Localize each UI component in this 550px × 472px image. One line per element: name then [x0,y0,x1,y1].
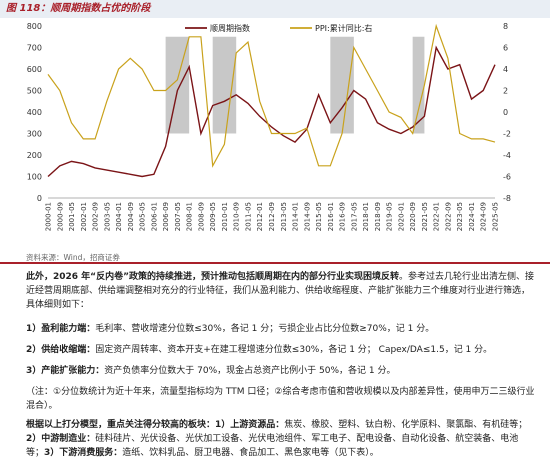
right-tick-label: -6 [503,173,511,182]
x-tick-label: 2012-01 [256,202,264,231]
right-tick-label: 4 [503,65,508,74]
conclusion: 根据以上打分模型，重点关注得分较高的板块：1）上游资源品：焦炭、橡胶、塑料、钛白… [26,418,536,460]
x-tick-label: 2008-09 [197,202,205,231]
rule-3: 3）产能扩张能力：资产负债率分位数大于 70%，现金占总资产比例小于 50%，各… [26,364,536,378]
left-tick-label: 800 [27,22,42,31]
shaded-period-4 [412,36,425,134]
x-tick-label: 2022-01 [433,202,441,231]
x-tick-label: 2011-05 [244,202,252,231]
x-tick-label: 2012-09 [268,202,276,231]
x-tick-label: 2014-01 [292,202,300,231]
x-tick-label: 2005-05 [139,202,147,231]
x-tick-label: 2018-01 [362,202,370,231]
left-tick-label: 100 [27,173,42,182]
x-tick-label: 2020-09 [409,202,417,231]
right-tick-label: -2 [503,130,511,139]
x-tick-label: 2023-05 [456,202,464,231]
x-tick-label: 2003-05 [103,202,111,231]
left-tick-label: 300 [27,130,42,139]
shaded-period-1 [165,36,190,134]
left-tick-label: 0 [37,194,42,203]
x-tick-label: 2024-09 [480,202,488,231]
x-tick-label: 2006-09 [162,202,170,231]
rule-2: 2）供给收缩端：固定资产周转率、资本开支+在建工程增速分位数≤30%，各记 1 … [26,343,536,357]
x-tick-label: 2004-01 [115,202,123,231]
rule-1-head: 1）盈利能力端： [26,324,96,334]
series-line-2 [47,23,496,168]
x-tick-label: 2017-05 [350,202,358,231]
series-line-1 [47,45,496,178]
right-tick-label: 2 [503,87,508,96]
x-tick-label: 2015-05 [315,202,323,231]
source-note: 资料来源：Wind，招商证券 [26,253,120,262]
x-tick-label: 2009-05 [209,202,217,231]
x-tick-label: 2008-01 [186,202,194,231]
right-tick-label: -8 [503,194,511,203]
x-tick-label: 2010-09 [233,202,241,231]
conclusion-down-head: 3）下游消费服务： [44,448,123,458]
left-tick-label: 200 [27,151,42,160]
x-tick-label: 2004-09 [127,202,135,231]
right-tick-label: -4 [503,151,511,160]
note: （注：①分位数统计为近十年来，流量型指标均为 TTM 口径；②综合考虑市值和营收… [26,387,535,411]
x-tick-label: 2000-01 [45,202,53,231]
conclusion-mid: 硅料硅片、光伏设备、光伏加工设备、光伏电池组件、军工电子、配电设备、自动化设备、… [26,434,519,458]
left-tick-label: 600 [27,65,42,74]
conclusion-mid-head: 2）中游制造业： [26,434,96,444]
x-tick-label: 2013-05 [280,202,288,231]
paragraph-intro: 此外，2026 年“反内卷”政策的持续推进，预计推动包括顺周期在内的部分行业实现… [26,270,536,312]
right-tick-label: 0 [503,108,508,117]
rule-1: 1）盈利能力端：毛利率、营收增速分位数≤30%，各记 1 分；亏损企业占比分位数… [26,322,536,336]
x-tick-label: 2024-01 [468,202,476,231]
left-tick-label: 500 [27,87,42,96]
x-tick-label: 2016-01 [327,202,335,231]
x-tick-label: 2018-09 [374,202,382,231]
x-tick-label: 2006-01 [150,202,158,231]
x-tick-label: 2010-01 [221,202,229,231]
shaded-period-2 [212,36,237,134]
intro-rest: 。参考过去几轮行业出清左侧、接近经营周期底部、供给端调整相对充分的行业特征，我们… [26,272,535,310]
rule-1-body: 毛利率、营收增速分位数≤30%，各记 1 分；亏损企业占比分位数≥70%，记 1… [95,324,435,334]
legend-label-1: 顺周期指数 [210,23,250,33]
x-tick-label: 2000-09 [56,202,64,231]
x-tick-label: 2021-05 [421,202,429,231]
x-tick-label: 2002-01 [80,202,88,231]
x-tick-label: 2020-01 [397,202,405,231]
rule-2-body: 固定资产周转率、资本开支+在建工程增速分位数≤30%，各记 1 分； Capex… [95,345,493,355]
rule-3-head: 3）产能扩张能力： [26,366,105,376]
divider [0,262,550,264]
x-tick-label: 2001-05 [68,202,76,231]
right-tick-label: 8 [503,22,508,31]
chart: 0 100 200 300 400 500 600 700 800 -8 -6 -4 -2 0 2 4 6 8 20… [27,22,511,231]
left-tick-label: 700 [27,44,42,53]
x-tick-label: 2002-09 [92,202,100,231]
legend-label-2: PPI:累计同比:右 [315,23,372,33]
shaded-period-3 [330,36,354,134]
x-tick-label: 2025-05 [492,202,500,231]
x-tick-label: 2019-05 [386,202,394,231]
conclusion-upstream: 焦炭、橡胶、塑料、钛白粉、化学原料、聚氯酯、有机硅等； [284,420,528,430]
figure-title: 图 118：顺周期指数占优的阶段 [0,0,550,18]
conclusion-down: 造纸、饮料乳品、厨卫电器、食品加工、黑色家电等（见下表）。 [122,448,379,458]
x-tick-label: 2022-09 [444,202,452,231]
x-tick-label: 2007-05 [174,202,182,231]
intro-lead: 此外，2026 年“反内卷”政策的持续推进，预计推动包括顺周期在内的部分行业实现… [26,272,400,282]
right-tick-label: 6 [503,44,508,53]
conclusion-lead: 根据以上打分模型，重点关注得分较高的板块：1）上游资源品： [26,420,285,430]
rule-2-head: 2）供给收缩端： [26,345,96,355]
rule-3-body: 资产负债率分位数大于 70%，现金占总资产比例小于 50%，各记 1 分。 [104,366,396,376]
x-tick-label: 2016-09 [339,202,347,231]
left-tick-label: 400 [27,108,42,117]
x-tick-label: 2014-09 [303,202,311,231]
